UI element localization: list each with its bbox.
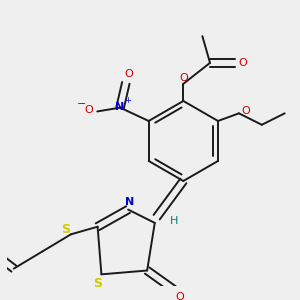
Text: O: O <box>84 106 93 116</box>
Text: S: S <box>61 223 70 236</box>
Text: −: − <box>76 99 86 109</box>
Text: +: + <box>124 95 131 104</box>
Text: N: N <box>116 102 125 112</box>
Text: O: O <box>179 73 188 83</box>
Text: S: S <box>93 278 102 290</box>
Text: O: O <box>175 292 184 300</box>
Text: O: O <box>241 106 250 116</box>
Text: O: O <box>124 69 133 79</box>
Text: N: N <box>125 197 135 207</box>
Text: H: H <box>169 216 178 226</box>
Text: O: O <box>238 58 247 68</box>
